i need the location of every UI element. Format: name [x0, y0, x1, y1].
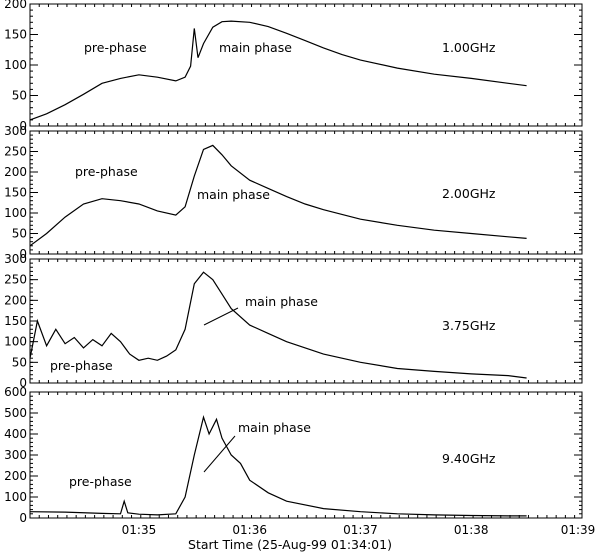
y-tick-label: 100	[4, 58, 27, 72]
flux-curve	[29, 20, 527, 121]
y-tick-label: 150	[4, 186, 27, 200]
flux-curve	[29, 144, 527, 247]
y-tick-label: 250	[4, 273, 27, 287]
flux-curve	[29, 271, 527, 379]
frequency-label: 2.00GHz	[442, 186, 496, 201]
panel-1: 0 50 100 150 200 pre-phase main phase 1.00GHz	[4, 0, 583, 133]
y-tick-label: 150	[4, 314, 27, 328]
y-tick-label: 150	[4, 28, 27, 42]
y-tick-label: 500	[4, 406, 27, 420]
y-tick-label: 50	[12, 227, 27, 241]
y-tick-label: 300	[4, 448, 27, 462]
frequency-label: 1.00GHz	[442, 40, 496, 55]
y-tick-label: 100	[4, 490, 27, 504]
y-tick-label: 200	[4, 293, 27, 307]
y-tick-label: 300	[4, 252, 27, 266]
y-tick-label: 400	[4, 427, 27, 441]
x-tick-label: 01:36	[232, 523, 267, 537]
y-tick-label: 0	[19, 247, 27, 261]
main-phase-pointer	[203, 435, 236, 473]
panels-group: 0 50 100 150 200 pre-phase main phase 1.00GHz 0 5…	[4, 0, 583, 525]
x-tick-label: 01:38	[454, 523, 489, 537]
panel-frame	[29, 391, 583, 519]
panel-2: 0 50 100 150 200 250 300 pre-phase main phase 2.0…	[4, 124, 583, 261]
main-phase-pointer	[203, 307, 239, 326]
flux-curve	[29, 415, 527, 517]
x-axis-title: Start Time (25-Aug-99 01:34:01)	[188, 537, 392, 552]
y-tick-label: 200	[4, 165, 27, 179]
x-tick-label: 01:37	[343, 523, 378, 537]
main-phase-label: main phase	[197, 187, 270, 202]
y-tick-label: 100	[4, 206, 27, 220]
x-tick-label: 01:35	[122, 523, 157, 537]
panel-3: 0 50 100 150 200 250 300 pre-phase main phase 3.7…	[4, 252, 583, 390]
y-tick-label: 0	[19, 119, 27, 133]
main-phase-label: main phase	[238, 420, 311, 435]
panel-frame	[29, 258, 583, 384]
y-tick-label: 200	[4, 469, 27, 483]
pre-phase-label: pre-phase	[84, 40, 147, 55]
main-phase-label: main phase	[245, 294, 318, 309]
frequency-label: 3.75GHz	[442, 318, 496, 333]
y-tick-label: 300	[4, 124, 27, 138]
y-tick-label: 250	[4, 145, 27, 159]
x-axis-labels: 01:35 01:36 01:37 01:38 01:39	[122, 523, 596, 537]
pre-phase-label: pre-phase	[50, 358, 113, 373]
y-tick-label: 50	[12, 355, 27, 369]
pre-phase-label: pre-phase	[75, 164, 138, 179]
panel-frame	[29, 3, 583, 127]
y-tick-label: 50	[12, 89, 27, 103]
y-tick-label: 200	[4, 0, 27, 11]
y-tick-label: 0	[19, 511, 27, 525]
y-tick-label: 0	[19, 376, 27, 390]
pre-phase-label: pre-phase	[69, 474, 132, 489]
y-tick-label: 100	[4, 335, 27, 349]
y-tick-label: 600	[4, 385, 27, 399]
main-phase-label: main phase	[219, 40, 292, 55]
panel-4: 0 100 200 300 400 500 600 pre-phase main phase 9.…	[4, 385, 583, 525]
x-tick-label: 01:39	[561, 523, 596, 537]
frequency-label: 9.40GHz	[442, 451, 496, 466]
